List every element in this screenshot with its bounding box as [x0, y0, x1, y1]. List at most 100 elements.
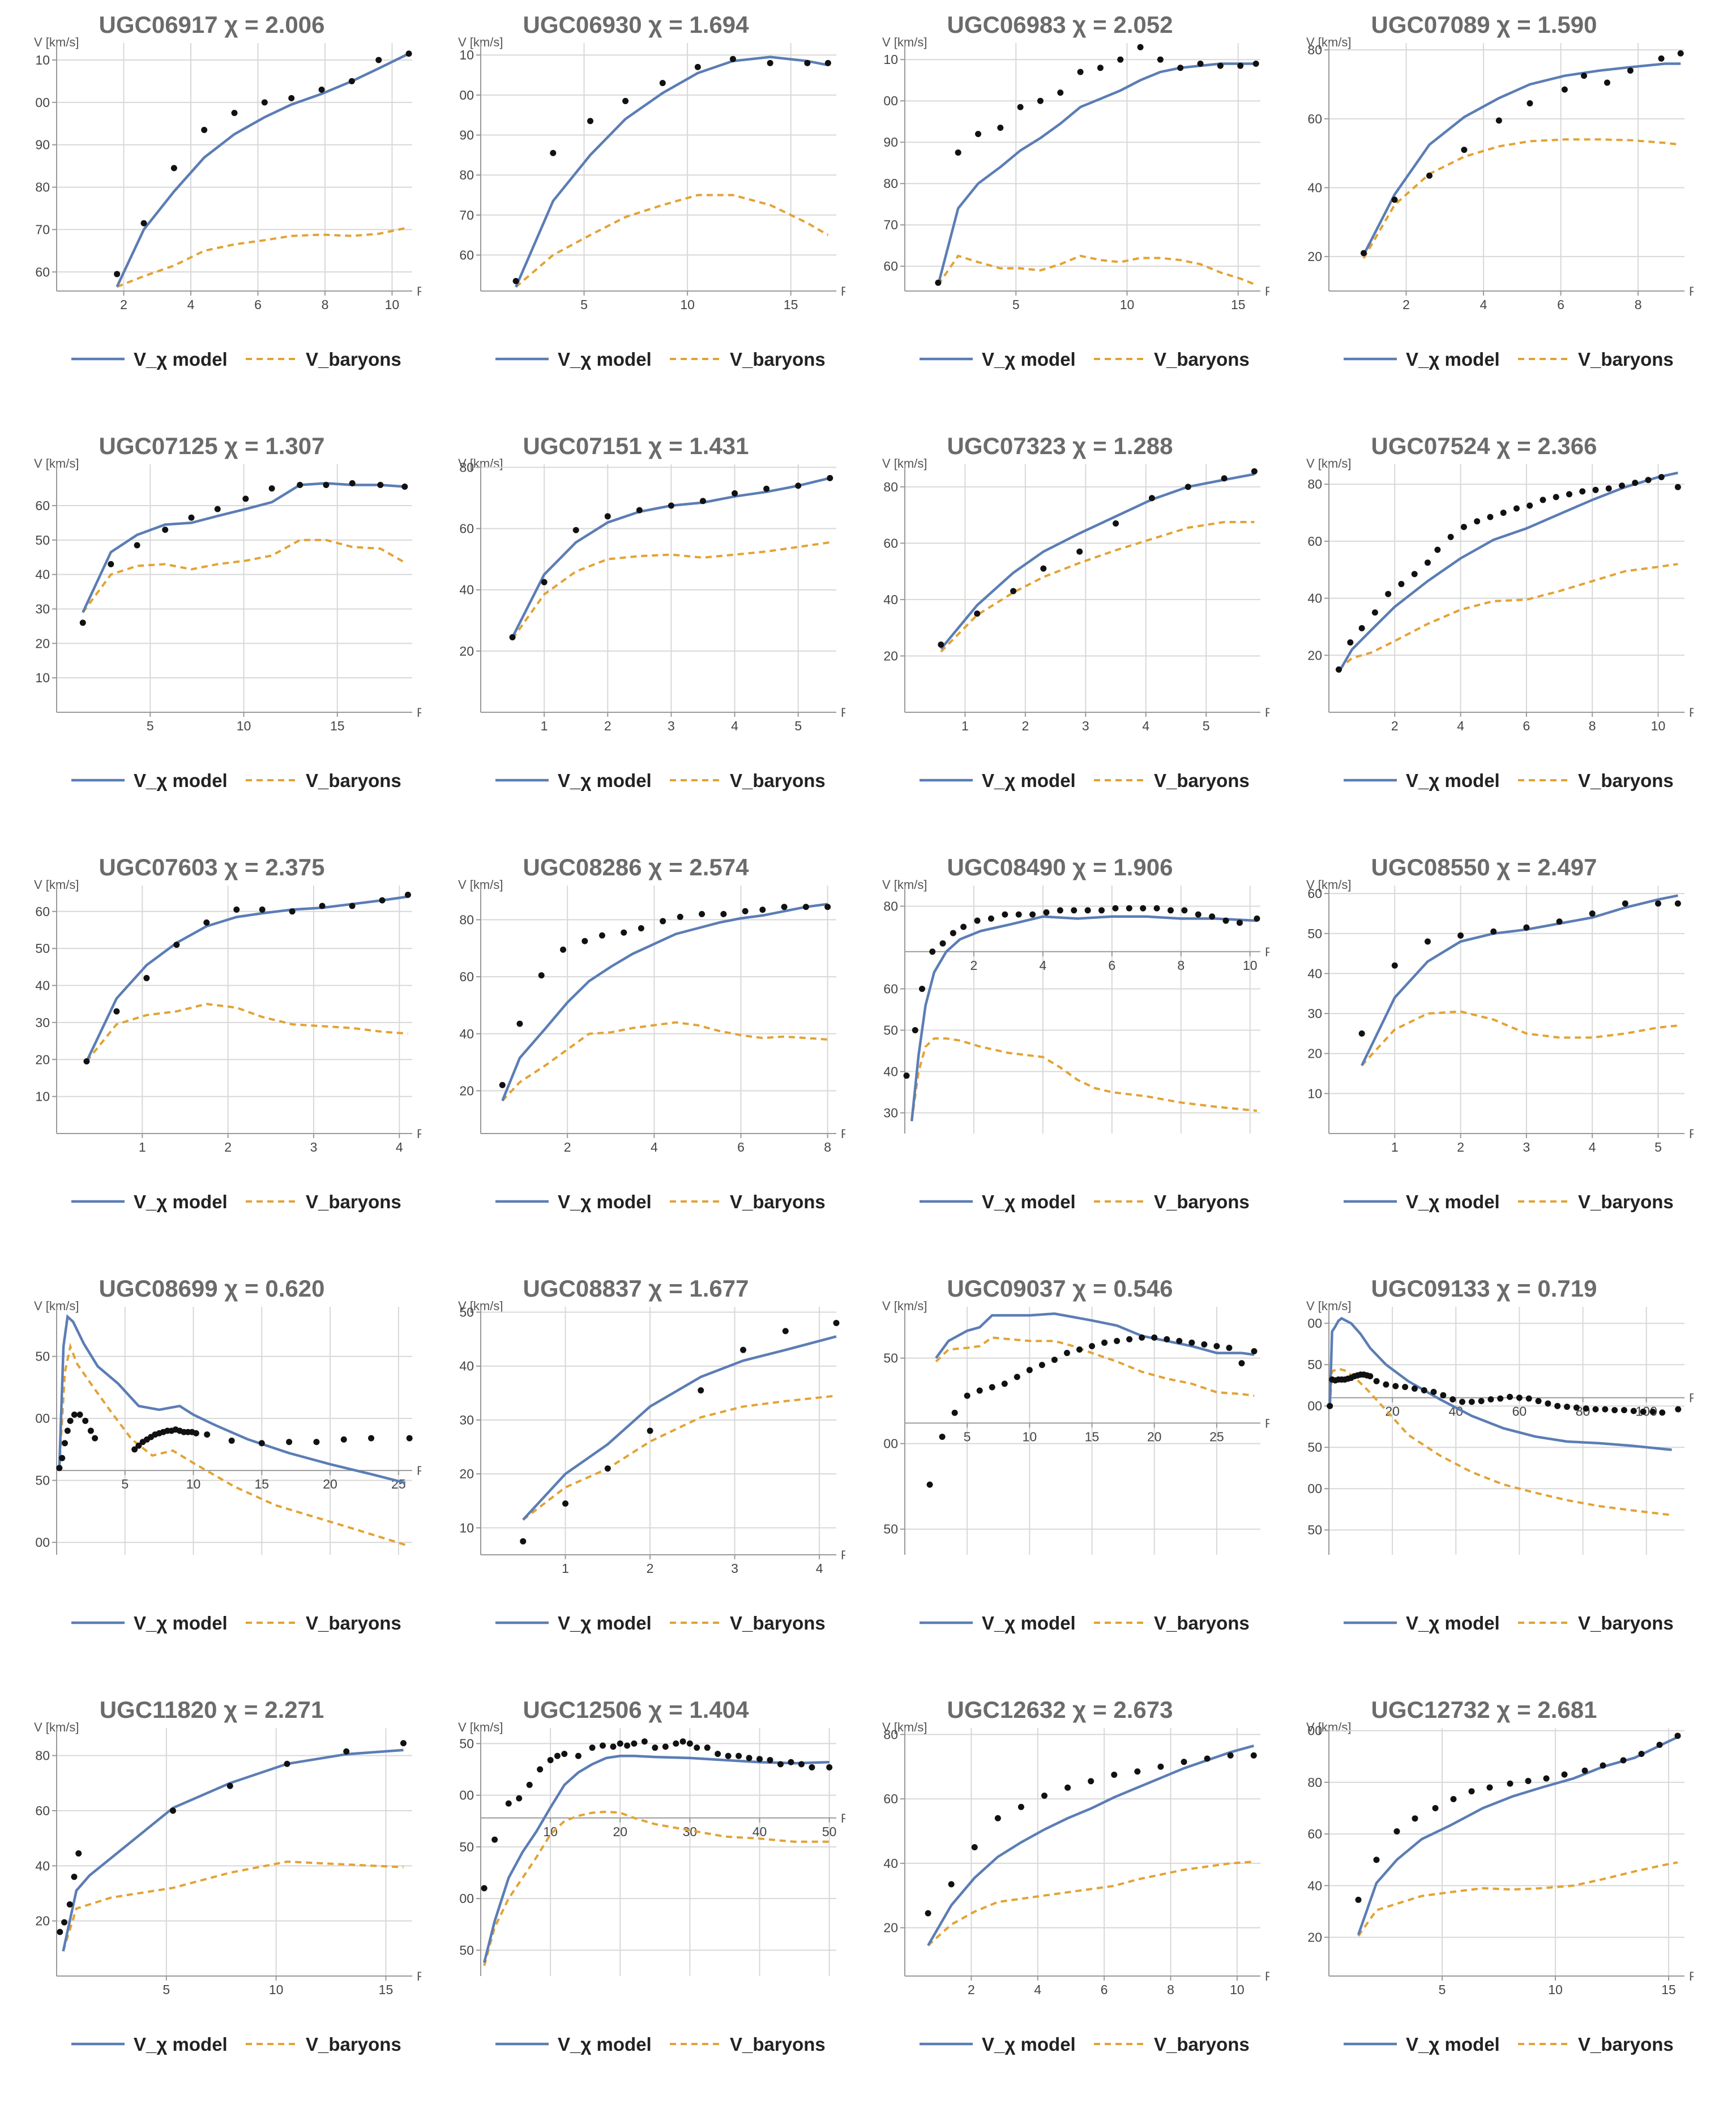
- data-point: [113, 1008, 120, 1015]
- x-tick-label: 2: [1403, 297, 1410, 312]
- data-point: [1449, 1396, 1456, 1403]
- y-tick-label: 50: [883, 1522, 898, 1537]
- rotation-curve-panel: UGC12632 χ = 2.673 V [km/s] R 2 4 6 8 10 20 40 60 8…: [850, 1685, 1269, 2104]
- data-point: [1195, 911, 1201, 918]
- data-point: [1113, 520, 1119, 527]
- data-point: [1358, 1030, 1365, 1037]
- legend-baryons-label: V_baryons: [306, 1191, 401, 1212]
- v-baryons-line: [910, 1037, 1258, 1122]
- x-tick-label: 5: [580, 297, 588, 312]
- data-point: [140, 220, 147, 226]
- y-tick-label: 20: [459, 1083, 474, 1098]
- legend-baryons-label: V_baryons: [1578, 2034, 1674, 2055]
- data-point: [694, 1744, 700, 1751]
- x-tick-label: 8: [1167, 1982, 1174, 1997]
- x-tick-label: 5: [964, 1429, 971, 1444]
- data-point: [1148, 495, 1155, 502]
- data-point: [505, 1800, 512, 1807]
- data-point: [1432, 1804, 1439, 1811]
- data-point: [516, 1020, 523, 1027]
- data-point: [547, 1757, 554, 1764]
- data-point: [974, 610, 981, 617]
- data-point: [83, 1058, 90, 1065]
- data-point: [673, 1740, 679, 1747]
- x-tick-label: 2: [968, 1982, 975, 1997]
- x-tick-label: 6: [254, 297, 262, 312]
- data-point: [1411, 571, 1418, 578]
- data-point: [400, 1740, 407, 1747]
- y-tick-label: 60: [35, 1803, 50, 1818]
- data-point: [526, 1781, 533, 1788]
- data-point: [1001, 1380, 1008, 1387]
- data-point: [1545, 1400, 1551, 1407]
- data-point: [1430, 1388, 1437, 1395]
- legend-baryons-label: V_baryons: [1578, 1613, 1674, 1633]
- data-point: [61, 1440, 68, 1447]
- data-point: [201, 126, 208, 133]
- data-point: [704, 1744, 711, 1751]
- y-tick-label: 60: [883, 982, 898, 997]
- legend-baryons-label: V_baryons: [1154, 2034, 1250, 2055]
- x-axis-label: R: [417, 1969, 421, 1983]
- x-tick-label: 5: [121, 1477, 129, 1491]
- rotation-curve-panel: UGC07151 χ = 1.431 V [km/s] R 1 2 3 4 5 20 40 60 80…: [426, 421, 845, 840]
- data-point: [173, 942, 180, 948]
- data-point: [1037, 97, 1044, 104]
- chart-title: UGC07151 χ = 1.431: [523, 433, 749, 459]
- legend-model-label: V_χ model: [982, 1191, 1076, 1212]
- data-point: [75, 1850, 82, 1857]
- v-baryons-line: [522, 1395, 837, 1521]
- data-point: [1040, 565, 1047, 572]
- v-chi-model-line: [910, 915, 1258, 1122]
- y-tick-label: 20: [35, 1914, 50, 1928]
- data-point: [694, 63, 701, 70]
- y-tick-label: 60: [1307, 112, 1322, 126]
- y-tick-label: 40: [459, 1027, 474, 1041]
- data-point: [994, 1815, 1001, 1821]
- x-tick-label: 10: [385, 297, 400, 312]
- v-chi-model-line: [522, 1335, 837, 1521]
- data-point: [1185, 484, 1191, 490]
- y-tick-label: 10: [1307, 1086, 1322, 1101]
- data-point: [1358, 625, 1365, 631]
- data-point: [169, 1807, 176, 1814]
- x-tick-label: 5: [163, 1982, 170, 1997]
- x-tick-label: 15: [1661, 1982, 1676, 1997]
- x-tick-label: 1: [961, 719, 969, 733]
- chart-title: UGC06983 χ = 2.052: [947, 11, 1173, 38]
- data-point: [1516, 1395, 1523, 1401]
- x-tick-label: 2: [1391, 719, 1399, 733]
- data-point: [1181, 1759, 1187, 1765]
- y-tick-label: 40: [1307, 591, 1322, 606]
- y-tick-label: 30: [1307, 1006, 1322, 1021]
- v-baryons-line: [1338, 563, 1678, 671]
- data-point: [66, 1901, 73, 1908]
- y-tick-label: 90: [883, 135, 898, 149]
- data-point: [1486, 1784, 1493, 1791]
- x-axis-label: R: [1689, 1127, 1694, 1141]
- y-tick-label: 50: [35, 941, 50, 956]
- data-point: [1057, 89, 1064, 96]
- y-tick-label: 10: [459, 1520, 474, 1535]
- data-point: [647, 1427, 653, 1434]
- data-point: [1385, 591, 1392, 597]
- data-point: [698, 1387, 704, 1394]
- y-tick-label: 80: [1307, 42, 1322, 57]
- data-point: [1181, 907, 1188, 914]
- y-tick-label: 00: [1307, 1481, 1322, 1496]
- data-point: [1640, 1408, 1647, 1415]
- data-point: [1236, 920, 1243, 926]
- y-tick-label: 00: [883, 93, 898, 108]
- data-point: [572, 527, 579, 533]
- data-point: [188, 514, 195, 521]
- x-tick-label: 3: [1523, 1140, 1530, 1154]
- data-point: [1327, 1402, 1333, 1409]
- y-tick-label: 30: [35, 602, 50, 617]
- data-point: [950, 930, 956, 936]
- y-tick-label: 80: [883, 480, 898, 494]
- data-point: [56, 1465, 63, 1472]
- x-tick-label: 1: [562, 1561, 569, 1576]
